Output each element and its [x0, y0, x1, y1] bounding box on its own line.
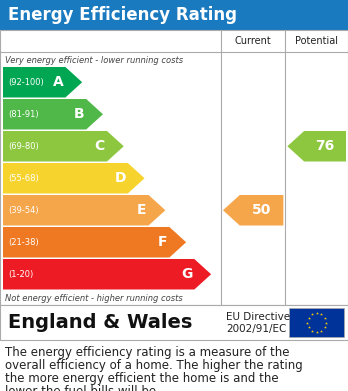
Text: (39-54): (39-54)	[8, 206, 39, 215]
Text: (1-20): (1-20)	[8, 270, 33, 279]
Text: (21-38): (21-38)	[8, 238, 39, 247]
Text: Potential: Potential	[295, 36, 338, 46]
Polygon shape	[3, 67, 82, 97]
Text: 50: 50	[252, 203, 271, 217]
Polygon shape	[3, 131, 124, 161]
Text: G: G	[181, 267, 192, 281]
Text: B: B	[73, 107, 84, 121]
Text: D: D	[114, 171, 126, 185]
Text: 2002/91/EC: 2002/91/EC	[226, 324, 286, 334]
Text: lower the fuel bills will be.: lower the fuel bills will be.	[5, 385, 160, 391]
Polygon shape	[223, 195, 283, 226]
Text: E: E	[137, 203, 147, 217]
Text: Very energy efficient - lower running costs: Very energy efficient - lower running co…	[5, 56, 183, 65]
Polygon shape	[3, 227, 186, 258]
Polygon shape	[287, 131, 346, 161]
Text: C: C	[95, 139, 105, 153]
Polygon shape	[3, 259, 211, 289]
Text: F: F	[158, 235, 167, 249]
Text: England & Wales: England & Wales	[8, 313, 192, 332]
Text: the more energy efficient the home is and the: the more energy efficient the home is an…	[5, 372, 279, 385]
Text: 76: 76	[315, 139, 335, 153]
Text: (69-80): (69-80)	[8, 142, 39, 151]
Text: The energy efficiency rating is a measure of the: The energy efficiency rating is a measur…	[5, 346, 290, 359]
Polygon shape	[3, 195, 165, 226]
Bar	[289, 308, 344, 337]
Bar	[0, 305, 348, 340]
Text: (81-91): (81-91)	[8, 110, 39, 119]
Text: (92-100): (92-100)	[8, 78, 44, 87]
Text: Current: Current	[235, 36, 271, 46]
Bar	[0, 0, 348, 30]
Text: overall efficiency of a home. The higher the rating: overall efficiency of a home. The higher…	[5, 359, 303, 372]
Polygon shape	[3, 163, 144, 194]
Polygon shape	[3, 99, 103, 129]
Text: (55-68): (55-68)	[8, 174, 39, 183]
Text: Energy Efficiency Rating: Energy Efficiency Rating	[8, 6, 237, 24]
Text: A: A	[53, 75, 63, 89]
Text: Not energy efficient - higher running costs: Not energy efficient - higher running co…	[5, 294, 183, 303]
Text: EU Directive: EU Directive	[226, 312, 290, 322]
Bar	[0, 30, 348, 305]
